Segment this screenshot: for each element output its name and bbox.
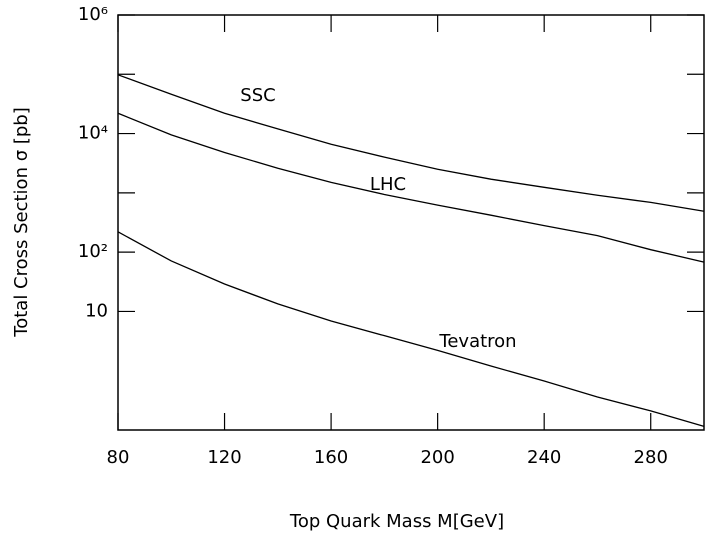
series-label: LHC — [370, 174, 406, 195]
series-label: Tevatron — [438, 331, 516, 352]
x-tick-label: 160 — [314, 447, 348, 468]
x-tick-label: 280 — [634, 447, 668, 468]
x-tick-label: 240 — [527, 447, 561, 468]
x-tick-label: 120 — [207, 447, 241, 468]
series-line — [117, 74, 705, 212]
x-axis-label: Top Quark Mass M[GeV] — [289, 511, 504, 532]
y-tick-label: 10⁴ — [78, 123, 108, 144]
y-tick-label: 10² — [78, 241, 108, 262]
series-line — [117, 231, 705, 428]
plot-frame — [117, 14, 705, 431]
y-tick-label: 10⁶ — [78, 4, 108, 25]
y-axis-label: Total Cross Section σ [pb] — [11, 107, 32, 337]
x-tick-label: 80 — [107, 447, 130, 468]
x-tick-label: 200 — [420, 447, 454, 468]
series-label: SSC — [240, 85, 275, 106]
series-line — [117, 112, 705, 263]
y-tick-label: 10 — [85, 300, 108, 321]
